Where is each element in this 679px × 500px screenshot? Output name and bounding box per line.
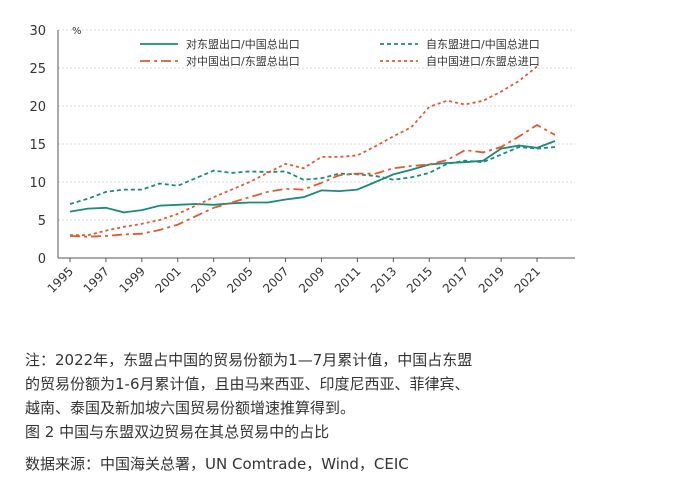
x-tick-label: 2003 bbox=[188, 264, 219, 295]
x-tick-label: 2005 bbox=[224, 264, 255, 295]
legend-label-1: 对东盟出口/中国总出口 bbox=[186, 37, 300, 51]
series-line-2 bbox=[69, 146, 556, 205]
x-tick-label: 2015 bbox=[404, 264, 435, 295]
x-tick-label: 2007 bbox=[260, 264, 291, 295]
x-tick-label: 1995 bbox=[45, 264, 76, 295]
y-tick-label: 30 bbox=[29, 24, 46, 39]
data-source: 数据来源：中国海关总署，UN Comtrade，Wind，CEIC bbox=[25, 455, 409, 473]
legend-label-4: 自中国进口/东盟总进口 bbox=[426, 54, 540, 68]
x-tick-label: 2013 bbox=[368, 264, 399, 295]
y-tick-label: 0 bbox=[38, 252, 46, 267]
y-tick-label: 5 bbox=[38, 214, 46, 229]
x-tick-label: 2009 bbox=[296, 264, 327, 295]
y-tick-label: 10 bbox=[29, 176, 46, 191]
x-tick-label: 1999 bbox=[116, 264, 147, 295]
x-tick-label: 2021 bbox=[512, 264, 543, 295]
series-line-4 bbox=[70, 65, 538, 237]
y-axis-unit: % bbox=[72, 26, 82, 37]
x-tick-label: 1997 bbox=[81, 264, 112, 295]
y-axis: 0 5 10 15 20 25 30 bbox=[29, 24, 59, 267]
y-tick-label: 15 bbox=[29, 138, 46, 153]
x-tick-label: 2011 bbox=[332, 264, 363, 295]
figure-caption: 图 2 中国与东盟双边贸易在其总贸易中的占比 bbox=[25, 423, 330, 441]
x-tick-label: 2001 bbox=[152, 264, 183, 295]
x-axis: 1995 1997 1999 2001 2003 2005 2007 2009 2011 2013… bbox=[45, 257, 575, 296]
series-lines bbox=[69, 65, 556, 238]
y-tick-label: 20 bbox=[29, 100, 46, 115]
footnote-line-2: 的贸易份额为1-6月累计值，且由马来西亚、印度尼西亚、菲律宾、 bbox=[25, 375, 470, 393]
footnote-line-1: 注：2022年，东盟占中国的贸易份额为1—7月累计值，中国占东盟 bbox=[25, 351, 473, 369]
legend-label-3: 对中国出口/东盟总出口 bbox=[186, 54, 300, 68]
footnote-line-3: 越南、泰国及新加坡六国贸易份额增速推算得到。 bbox=[25, 399, 356, 417]
legend-label-2: 自东盟进口/中国总进口 bbox=[426, 37, 540, 51]
x-tick-label: 2019 bbox=[476, 264, 507, 295]
y-tick-label: 25 bbox=[29, 62, 46, 77]
x-tick-label: 2017 bbox=[440, 264, 471, 295]
